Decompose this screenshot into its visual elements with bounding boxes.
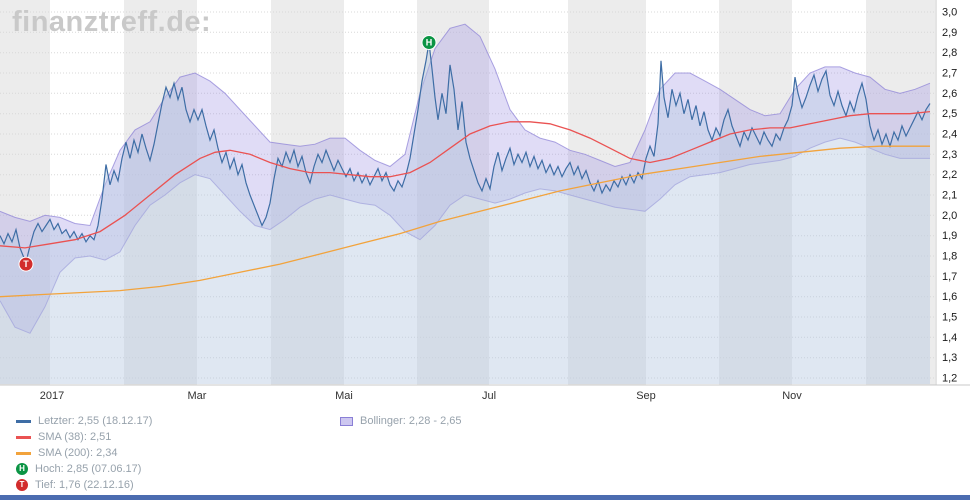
svg-text:Nov: Nov (782, 390, 802, 402)
tief-marker-icon: T (16, 479, 28, 491)
bottom-bar (0, 495, 970, 500)
month-stripes (0, 0, 935, 385)
svg-text:2,9: 2,9 (942, 27, 957, 39)
legend-item-bollinger-label: Bollinger: 2,28 - 2,65 (360, 415, 462, 427)
svg-text:Mar: Mar (188, 390, 207, 402)
legend-item-sma200-label: SMA (200): 2,34 (38, 447, 118, 459)
svg-text:2017: 2017 (40, 390, 64, 402)
sma200-line (0, 145, 930, 298)
legend-item-tief: T Tief: 1,76 (22.12.16) (16, 477, 970, 493)
bollinger-band (0, 23, 931, 334)
svg-text:1,2: 1,2 (942, 373, 957, 385)
svg-text:Mai: Mai (335, 390, 353, 402)
legend-item-sma38: SMA (38): 2,51 (16, 429, 970, 445)
legend-item-letzter-label: Letzter: 2,55 (18.12.17) (38, 415, 153, 427)
legend: Letzter: 2,55 (18.12.17) SMA (38): 2,51 … (0, 405, 970, 495)
letzter-line-swatch (16, 419, 31, 423)
bollinger-band-swatch (340, 416, 353, 426)
svg-text:2,5: 2,5 (942, 108, 957, 120)
hoch-marker-icon: H (16, 463, 28, 475)
svg-text:T: T (23, 259, 29, 269)
legend-item-hoch-label: Hoch: 2,85 (07.06.17) (35, 463, 142, 475)
legend-item-tief-label: Tief: 1,76 (22.12.16) (35, 479, 134, 491)
chart-area: 3,0 2,9 2,8 2,7 2,6 2,5 2,4 2,3 2,2 2,1 2,0 1,9 1,8 1… (0, 0, 970, 405)
legend-item-hoch: H Hoch: 2,85 (07.06.17) (16, 461, 970, 477)
svg-text:2,7: 2,7 (942, 68, 957, 80)
svg-text:1,8: 1,8 (942, 251, 957, 263)
svg-text:2,6: 2,6 (942, 88, 957, 100)
svg-text:2,8: 2,8 (942, 47, 957, 59)
svg-text:2,3: 2,3 (942, 149, 957, 161)
legend-column-1: Letzter: 2,55 (18.12.17) SMA (38): 2,51 … (16, 413, 970, 493)
svg-text:Jul: Jul (482, 390, 496, 402)
price-chart[interactable]: 3,0 2,9 2,8 2,7 2,6 2,5 2,4 2,3 2,2 2,1 2,0 1,9 1,8 1… (0, 0, 970, 405)
svg-text:H: H (426, 38, 433, 48)
price-line (0, 42, 931, 264)
legend-item-letzter: Letzter: 2,55 (18.12.17) (16, 413, 970, 429)
svg-text:1,9: 1,9 (942, 230, 957, 242)
sma38-line (0, 110, 931, 249)
legend-item-sma38-label: SMA (38): 2,51 (38, 431, 112, 443)
svg-text:Sep: Sep (636, 390, 656, 402)
svg-text:1,4: 1,4 (942, 332, 957, 344)
sma38-line-swatch (16, 435, 31, 439)
svg-text:2,1: 2,1 (942, 190, 957, 202)
y-grid-and-labels: 3,0 2,9 2,8 2,7 2,6 2,5 2,4 2,3 2,2 2,1 2,0 1,9 1,8 1… (0, 7, 957, 385)
price-series (0, 42, 931, 384)
high-marker: H (421, 35, 437, 50)
svg-text:3,0: 3,0 (942, 7, 957, 19)
svg-text:2,0: 2,0 (942, 210, 957, 222)
svg-text:1,7: 1,7 (942, 271, 957, 283)
x-axis-labels: 2017 Mar Mai Jul Sep Nov (40, 390, 803, 402)
svg-text:2,4: 2,4 (942, 129, 957, 141)
svg-text:1,3: 1,3 (942, 352, 957, 364)
svg-text:1,6: 1,6 (942, 291, 957, 303)
svg-text:2,2: 2,2 (942, 169, 957, 181)
svg-text:1,5: 1,5 (942, 312, 957, 324)
sma200-line-swatch (16, 451, 31, 455)
legend-column-2: Bollinger: 2,28 - 2,65 (340, 413, 462, 429)
low-marker: T (18, 256, 34, 272)
legend-item-sma200: SMA (200): 2,34 (16, 445, 970, 461)
legend-item-bollinger: Bollinger: 2,28 - 2,65 (340, 413, 462, 429)
